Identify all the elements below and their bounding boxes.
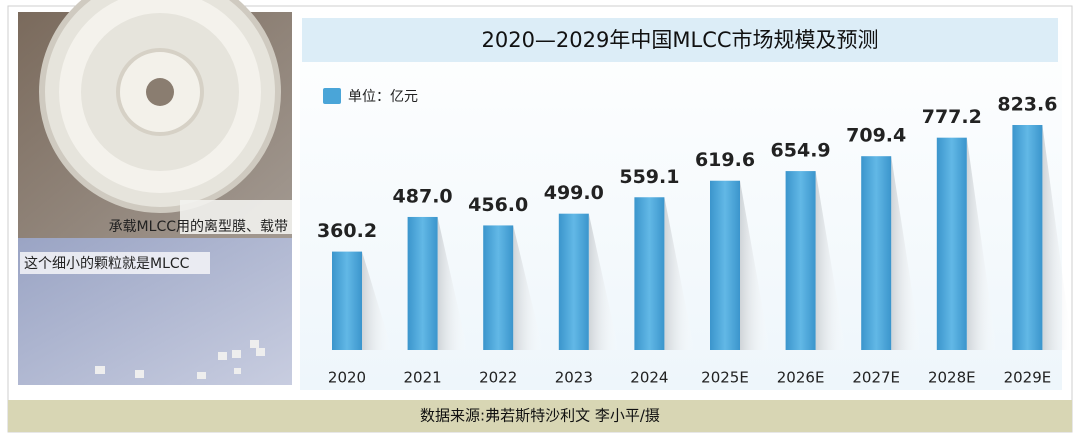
value-label: 456.0 [468, 194, 528, 216]
x-tick-label: 2021 [404, 369, 442, 387]
bar-shadow [740, 180, 770, 350]
footer-bar [8, 400, 1072, 432]
bar-shadow [362, 251, 392, 350]
x-tick-label: 2027E [852, 369, 900, 387]
x-tick-label: 2026E [777, 369, 825, 387]
bar [785, 171, 816, 350]
bar [936, 137, 967, 350]
value-label: 487.0 [393, 185, 453, 207]
bar-shadow [513, 225, 544, 350]
bar [634, 197, 665, 350]
value-label: 559.1 [619, 166, 679, 188]
x-tick-label: 2025E [701, 369, 749, 387]
bar-shadow [891, 156, 922, 350]
value-label: 823.6 [997, 94, 1057, 116]
x-tick-label: 2028E [928, 369, 976, 387]
bar [332, 251, 362, 350]
bar-shadow [966, 137, 997, 350]
photo-caption: 承载MLCC用的离型膜、载带 [109, 218, 288, 235]
value-label: 360.2 [317, 220, 377, 242]
x-tick-label: 2022 [479, 369, 517, 387]
title-bar [302, 18, 1058, 62]
bar-shadow [664, 197, 695, 350]
x-tick-label: 2024 [630, 369, 668, 387]
x-tick-label: 2023 [555, 369, 593, 387]
x-tick-label: 2029E [1004, 369, 1052, 387]
bar-shadow [815, 171, 846, 350]
bar [710, 180, 740, 350]
x-tick-label: 2020 [328, 369, 366, 387]
bar-shadow [588, 213, 619, 350]
bar [861, 156, 892, 350]
bar [558, 213, 589, 350]
photo-reel [18, 0, 292, 238]
bar [407, 216, 438, 350]
bar [1012, 125, 1043, 350]
value-label: 654.9 [771, 140, 831, 162]
value-label: 499.0 [544, 182, 604, 204]
photo-chips [18, 238, 292, 385]
bar [483, 225, 514, 350]
value-label: 709.4 [846, 125, 906, 147]
legend-label: 单位：亿元 [348, 89, 418, 105]
value-label: 619.6 [695, 149, 755, 171]
bar-shadow [1042, 125, 1073, 350]
source: 数据来源:弗若斯特沙利文 李小平/摄 [420, 407, 660, 425]
bar-shadow [437, 216, 468, 350]
legend-swatch [323, 88, 341, 104]
value-label: 777.2 [922, 106, 982, 128]
chart-title: 2020—2029年中国MLCC市场规模及预测 [481, 28, 878, 52]
photo-caption: 这个细小的颗粒就是MLCC [24, 255, 190, 272]
